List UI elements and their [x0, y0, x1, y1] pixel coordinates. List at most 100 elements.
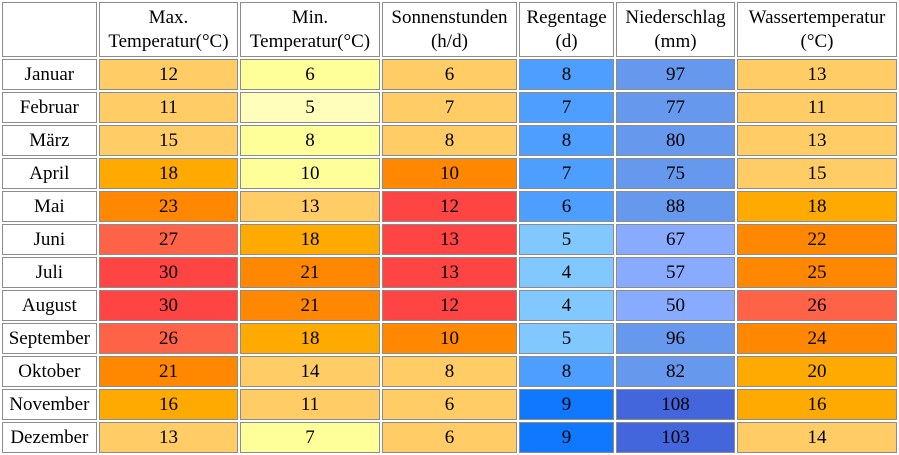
min-temp-cell: 21 — [240, 257, 380, 288]
table-row: Mai 23 13 12 6 88 18 — [2, 191, 897, 222]
table-row: März 15 8 8 8 80 13 — [2, 125, 897, 156]
min-temp-cell: 6 — [240, 59, 380, 90]
precipitation-cell: 103 — [615, 422, 736, 453]
precipitation-cell: 77 — [615, 92, 736, 123]
month-label: Oktober — [2, 356, 97, 387]
month-label: November — [2, 389, 97, 420]
month-label: Mai — [2, 191, 97, 222]
month-label: Juni — [2, 224, 97, 255]
rain-days-cell: 7 — [519, 92, 614, 123]
precipitation-cell: 108 — [615, 389, 736, 420]
sunshine-cell: 10 — [381, 158, 518, 189]
corner-cell — [2, 2, 97, 57]
header-max-temperature: Max. Temperatur(°C) — [98, 2, 239, 57]
water-temp-cell: 13 — [737, 59, 897, 90]
min-temp-cell: 10 — [240, 158, 380, 189]
month-label: Dezember — [2, 422, 97, 453]
table-row: April 18 10 10 7 75 15 — [2, 158, 897, 189]
rain-days-cell: 5 — [519, 323, 614, 354]
precipitation-cell: 80 — [615, 125, 736, 156]
header-line: Max. — [148, 6, 189, 28]
sunshine-cell: 6 — [381, 59, 518, 90]
header-rain-days: Regentage (d) — [519, 2, 614, 57]
header-line: (°C) — [800, 30, 834, 52]
month-label: März — [2, 125, 97, 156]
sunshine-cell: 12 — [381, 191, 518, 222]
table-row: August 30 21 12 4 50 26 — [2, 290, 897, 321]
rain-days-cell: 8 — [519, 59, 614, 90]
header-line: Min. — [291, 6, 329, 28]
month-label: April — [2, 158, 97, 189]
sunshine-cell: 13 — [381, 224, 518, 255]
sunshine-cell: 7 — [381, 92, 518, 123]
max-temp-cell: 16 — [98, 389, 239, 420]
water-temp-cell: 15 — [737, 158, 897, 189]
table-row: September 26 18 10 5 96 24 — [2, 323, 897, 354]
rain-days-cell: 9 — [519, 422, 614, 453]
month-label: August — [2, 290, 97, 321]
sunshine-cell: 13 — [381, 257, 518, 288]
table-row: November 16 11 6 9 108 16 — [2, 389, 897, 420]
max-temp-cell: 23 — [98, 191, 239, 222]
water-temp-cell: 14 — [737, 422, 897, 453]
min-temp-cell: 18 — [240, 224, 380, 255]
sunshine-cell: 8 — [381, 125, 518, 156]
max-temp-cell: 30 — [98, 257, 239, 288]
water-temp-cell: 16 — [737, 389, 897, 420]
header-line: (d) — [555, 30, 578, 52]
min-temp-cell: 21 — [240, 290, 380, 321]
sunshine-cell: 6 — [381, 422, 518, 453]
max-temp-cell: 30 — [98, 290, 239, 321]
rain-days-cell: 8 — [519, 356, 614, 387]
precipitation-cell: 88 — [615, 191, 736, 222]
max-temp-cell: 26 — [98, 323, 239, 354]
header-line: Temperatur(°C) — [108, 30, 229, 52]
water-temp-cell: 22 — [737, 224, 897, 255]
rain-days-cell: 4 — [519, 257, 614, 288]
sunshine-cell: 10 — [381, 323, 518, 354]
header-line: Sonnenstunden — [391, 6, 508, 28]
table-row: Juli 30 21 13 4 57 25 — [2, 257, 897, 288]
max-temp-cell: 12 — [98, 59, 239, 90]
header-line: Wassertemperatur — [748, 6, 886, 28]
table-row: Februar 11 5 7 7 77 11 — [2, 92, 897, 123]
precipitation-cell: 82 — [615, 356, 736, 387]
min-temp-cell: 18 — [240, 323, 380, 354]
header-line: (mm) — [654, 30, 697, 52]
sunshine-cell: 6 — [381, 389, 518, 420]
precipitation-cell: 97 — [615, 59, 736, 90]
precipitation-cell: 75 — [615, 158, 736, 189]
min-temp-cell: 13 — [240, 191, 380, 222]
water-temp-cell: 24 — [737, 323, 897, 354]
header-line: Niederschlag — [625, 6, 726, 28]
min-temp-cell: 11 — [240, 389, 380, 420]
sunshine-cell: 8 — [381, 356, 518, 387]
max-temp-cell: 27 — [98, 224, 239, 255]
water-temp-cell: 25 — [737, 257, 897, 288]
max-temp-cell: 18 — [98, 158, 239, 189]
min-temp-cell: 5 — [240, 92, 380, 123]
precipitation-cell: 50 — [615, 290, 736, 321]
water-temp-cell: 18 — [737, 191, 897, 222]
precipitation-cell: 96 — [615, 323, 736, 354]
max-temp-cell: 21 — [98, 356, 239, 387]
header-precipitation: Niederschlag (mm) — [615, 2, 736, 57]
rain-days-cell: 6 — [519, 191, 614, 222]
header-water-temperature: Wassertemperatur (°C) — [737, 2, 897, 57]
min-temp-cell: 7 — [240, 422, 380, 453]
table-row: Oktober 21 14 8 8 82 20 — [2, 356, 897, 387]
precipitation-cell: 57 — [615, 257, 736, 288]
table-row: Januar 12 6 6 8 97 13 — [2, 59, 897, 90]
table-row: Dezember 13 7 6 9 103 14 — [2, 422, 897, 453]
header-line: (h/d) — [430, 30, 468, 52]
min-temp-cell: 8 — [240, 125, 380, 156]
max-temp-cell: 15 — [98, 125, 239, 156]
rain-days-cell: 8 — [519, 125, 614, 156]
rain-days-cell: 5 — [519, 224, 614, 255]
min-temp-cell: 14 — [240, 356, 380, 387]
header-line: Regentage — [526, 6, 607, 28]
month-label: Januar — [2, 59, 97, 90]
max-temp-cell: 13 — [98, 422, 239, 453]
month-label: Juli — [2, 257, 97, 288]
